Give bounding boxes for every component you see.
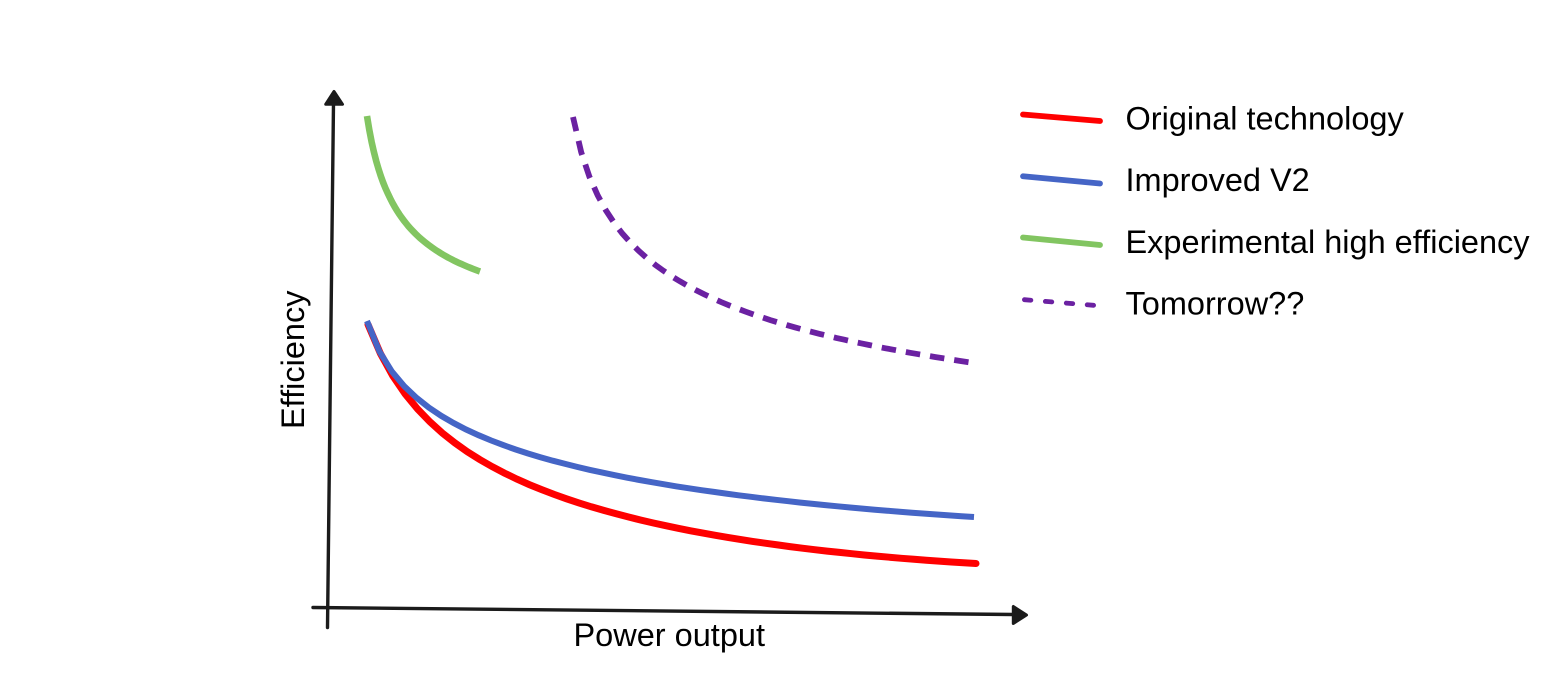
svg-text:Tomorrow??: Tomorrow?? [1126, 286, 1305, 322]
svg-text:Power output: Power output [574, 617, 766, 653]
svg-text:Efficiency: Efficiency [275, 290, 311, 429]
svg-text:Original technology: Original technology [1126, 100, 1405, 136]
svg-text:Experimental high efficiency: Experimental high efficiency [1126, 224, 1531, 260]
svg-text:Improved V2: Improved V2 [1126, 162, 1310, 198]
